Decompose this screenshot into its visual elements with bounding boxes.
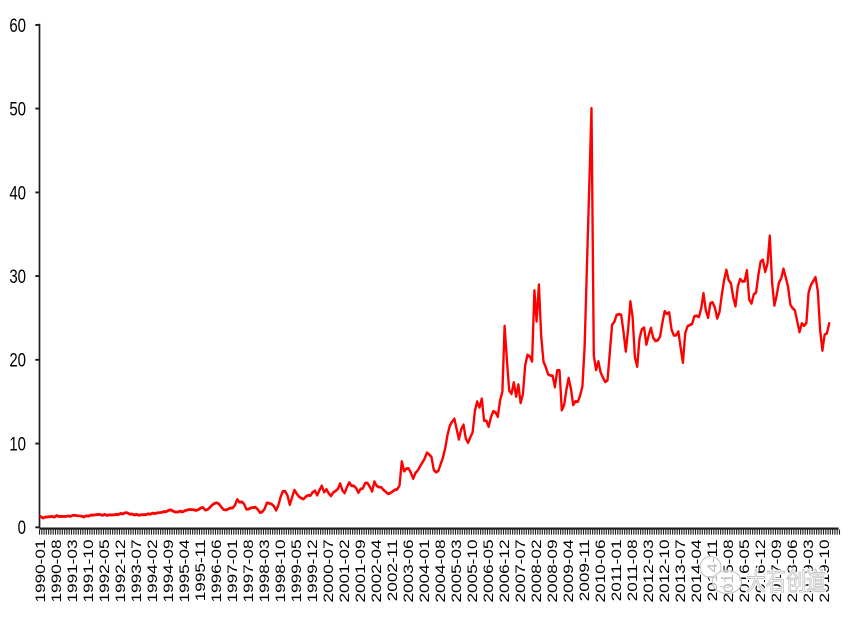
svg-text:2004-01: 2004-01 — [417, 540, 432, 603]
svg-text:10: 10 — [9, 432, 26, 455]
svg-text:2014-04: 2014-04 — [689, 539, 704, 602]
svg-text:1998-03: 1998-03 — [257, 539, 272, 602]
svg-text:0: 0 — [18, 516, 27, 539]
svg-text:2019-10: 2019-10 — [817, 539, 832, 602]
svg-text:40: 40 — [9, 181, 26, 204]
svg-text:2007-07: 2007-07 — [513, 540, 528, 603]
svg-text:1990-08: 1990-08 — [49, 539, 64, 602]
svg-text:2012-03: 2012-03 — [641, 539, 656, 602]
svg-text:30: 30 — [9, 265, 26, 288]
svg-text:大石创道: 大石创道 — [746, 568, 826, 595]
svg-text:2012-10: 2012-10 — [657, 539, 672, 602]
svg-text:2016-05: 2016-05 — [737, 539, 752, 602]
svg-text:2013-07: 2013-07 — [673, 540, 688, 603]
svg-text:1997-08: 1997-08 — [241, 539, 256, 602]
svg-text:2006-05: 2006-05 — [481, 539, 496, 602]
svg-text:1998-10: 1998-10 — [273, 539, 288, 602]
svg-text:2008-02: 2008-02 — [529, 540, 544, 603]
svg-text:1992-12: 1992-12 — [113, 540, 128, 603]
svg-text:2001-09: 2001-09 — [353, 539, 368, 602]
svg-text:50: 50 — [9, 97, 26, 120]
svg-text:1995-04: 1995-04 — [177, 539, 192, 602]
svg-text:大石创道: 大石创道 — [746, 568, 826, 595]
svg-text:2002-11: 2002-11 — [385, 540, 400, 602]
svg-text:1996-06: 1996-06 — [209, 539, 224, 602]
svg-text:2008-09: 2008-09 — [545, 539, 560, 602]
svg-text:2005-10: 2005-10 — [465, 539, 480, 602]
svg-text:1991-03: 1991-03 — [65, 539, 80, 602]
svg-text:1999-05: 1999-05 — [289, 539, 304, 602]
svg-text:1994-09: 1994-09 — [161, 539, 176, 602]
svg-text:2004-08: 2004-08 — [433, 539, 448, 602]
svg-text:2011-01: 2011-01 — [609, 540, 624, 602]
svg-text:1997-01: 1997-01 — [225, 540, 240, 603]
svg-text:2003-06: 2003-06 — [401, 539, 416, 602]
svg-text:2009-04: 2009-04 — [561, 539, 576, 602]
svg-text:2017-09: 2017-09 — [769, 539, 784, 602]
svg-text:1999-12: 1999-12 — [305, 540, 320, 603]
svg-text:2006-12: 2006-12 — [497, 540, 512, 603]
svg-text:2005-03: 2005-03 — [449, 539, 464, 602]
svg-text:20: 20 — [9, 349, 26, 372]
svg-text:2019-03: 2019-03 — [801, 539, 816, 602]
svg-text:2009-11: 2009-11 — [577, 540, 592, 602]
svg-text:2002-04: 2002-04 — [369, 539, 384, 602]
svg-text:1993-07: 1993-07 — [129, 540, 144, 603]
svg-text:2016-12: 2016-12 — [753, 540, 768, 603]
svg-text:1994-02: 1994-02 — [145, 540, 160, 603]
svg-text:1995-11: 1995-11 — [193, 540, 208, 602]
svg-text:2001-02: 2001-02 — [337, 540, 352, 603]
svg-text:60: 60 — [9, 14, 26, 37]
svg-text:1990-01: 1990-01 — [33, 540, 48, 603]
svg-text:2000-07: 2000-07 — [321, 540, 336, 603]
svg-text:1991-10: 1991-10 — [81, 539, 96, 602]
svg-text:1992-05: 1992-05 — [97, 539, 112, 602]
svg-text:2010-06: 2010-06 — [593, 539, 608, 602]
svg-text:2018-06: 2018-06 — [785, 539, 800, 602]
svg-text:2011-08: 2011-08 — [625, 539, 640, 601]
